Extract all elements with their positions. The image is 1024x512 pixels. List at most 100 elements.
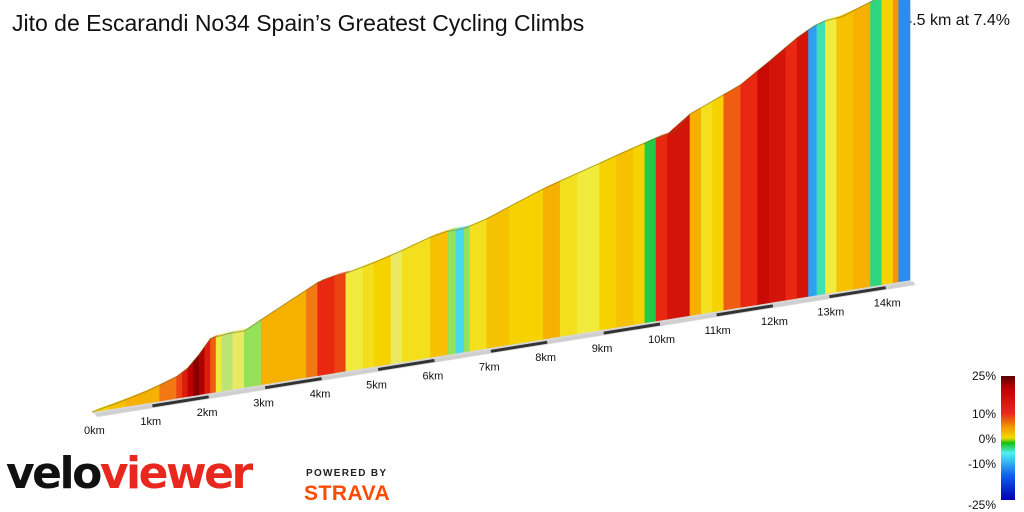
gradient-legend: 25% 10% 0% -10% -25% xyxy=(968,369,1015,512)
gradient-segment xyxy=(221,332,234,392)
gradient-segment xyxy=(215,335,223,393)
gradient-segment xyxy=(768,46,787,304)
gradient-segment xyxy=(712,93,725,313)
gradient-segment xyxy=(633,142,646,325)
gradient-segment xyxy=(870,0,883,287)
gradient-segment xyxy=(204,337,211,395)
distance-axis: 0km 1km 2km 3km 4km 5km 6km 7km 8km 9km 10km 11km 12… xyxy=(84,281,915,437)
km-band xyxy=(152,395,210,408)
gradient-segment xyxy=(559,172,578,337)
km-band xyxy=(434,349,492,362)
gradient-segments xyxy=(91,0,911,413)
km-band xyxy=(716,304,774,317)
gradient-segment xyxy=(808,23,818,297)
km-tick-label: 4km xyxy=(310,389,331,401)
gradient-segment xyxy=(796,29,809,299)
gradient-segment xyxy=(881,0,894,285)
gradient-segment xyxy=(667,113,691,320)
gradient-segment xyxy=(898,0,911,283)
km-tick-label: 6km xyxy=(423,370,444,382)
gradient-segment xyxy=(345,266,364,372)
gradient-segment xyxy=(892,0,900,284)
km-band xyxy=(603,322,661,335)
gradient-segment xyxy=(526,188,544,343)
gradient-segment xyxy=(689,106,702,316)
km-band xyxy=(208,386,266,399)
gradient-segment xyxy=(757,60,770,305)
gradient-segment xyxy=(463,225,471,353)
legend-color-bar xyxy=(1001,376,1015,500)
segment-top-face xyxy=(836,7,859,18)
segment-top-face xyxy=(667,111,695,135)
gradient-segment xyxy=(644,137,657,324)
gradient-segment xyxy=(210,336,217,394)
gradient-segment xyxy=(447,229,457,355)
km-tick-label: 9km xyxy=(592,343,613,355)
gradient-segment xyxy=(430,230,448,358)
gradient-segment xyxy=(232,330,245,390)
km-tick-label: 5km xyxy=(366,380,387,392)
gradient-segment xyxy=(655,133,668,322)
gradient-segment xyxy=(486,206,510,349)
gradient-segment xyxy=(317,275,335,376)
gradient-segment xyxy=(853,1,871,290)
gradient-segment xyxy=(542,180,561,340)
gradient-segment xyxy=(283,289,307,382)
segment-top-face xyxy=(233,328,250,333)
gradient-segment xyxy=(413,236,431,361)
gradient-segment xyxy=(785,37,798,301)
logo-part-viewer: viewer xyxy=(99,448,253,499)
legend-tick-label: 10% xyxy=(972,407,996,421)
legend-tick-label: 25% xyxy=(972,369,996,383)
gradient-segment xyxy=(260,304,285,386)
gradient-segment xyxy=(362,262,375,369)
gradient-segment xyxy=(599,155,617,331)
profile-outline xyxy=(91,0,876,413)
km-band xyxy=(885,281,915,290)
km-tick-label: 7km xyxy=(479,361,500,373)
gradient-segment xyxy=(334,273,347,374)
gradient-segment xyxy=(576,162,601,335)
gradient-segment xyxy=(401,244,414,363)
gradient-segment xyxy=(700,100,713,315)
km-band xyxy=(659,313,717,326)
km-band xyxy=(321,368,379,381)
km-tick-label: 14km xyxy=(874,298,901,310)
km-tick-label: 8km xyxy=(535,352,556,364)
gradient-segment xyxy=(740,70,759,308)
logo-part-velo: velo xyxy=(6,448,102,499)
gradient-segment xyxy=(182,367,189,398)
km-tick-label: 10km xyxy=(648,334,675,346)
gradient-segment xyxy=(816,20,826,296)
segment-top-face xyxy=(447,226,461,232)
gradient-segment xyxy=(616,147,634,328)
gradient-segment xyxy=(509,197,527,345)
powered-by-label: POWERED BY xyxy=(306,468,388,479)
legend-tick-label: -25% xyxy=(968,498,996,512)
legend-tick-label: 0% xyxy=(979,432,997,446)
km-tick-label: 0km xyxy=(84,425,105,437)
gradient-segment xyxy=(390,249,403,365)
gradient-segment xyxy=(723,84,742,311)
km-band xyxy=(95,404,153,417)
veloviewer-logo[interactable]: veloviewer xyxy=(6,452,253,496)
km-tick-label: 11km xyxy=(705,325,731,337)
km-tick-label: 3km xyxy=(253,398,274,410)
km-tick-label: 2km xyxy=(197,407,218,419)
strava-logo[interactable]: STRAVA xyxy=(304,482,391,505)
gradient-segment xyxy=(825,17,838,295)
km-tick-label: 1km xyxy=(140,416,161,428)
gradient-segment xyxy=(455,228,465,354)
gradient-segment xyxy=(306,282,319,378)
gradient-segment xyxy=(836,10,854,293)
gradient-segment xyxy=(125,392,144,407)
km-band xyxy=(772,295,830,308)
km-band xyxy=(490,340,548,353)
km-band xyxy=(829,286,887,299)
segment-top-face xyxy=(455,225,470,230)
km-band xyxy=(377,358,435,371)
km-band xyxy=(547,331,604,344)
km-tick-label: 12km xyxy=(761,316,788,328)
gradient-segment xyxy=(373,254,392,367)
